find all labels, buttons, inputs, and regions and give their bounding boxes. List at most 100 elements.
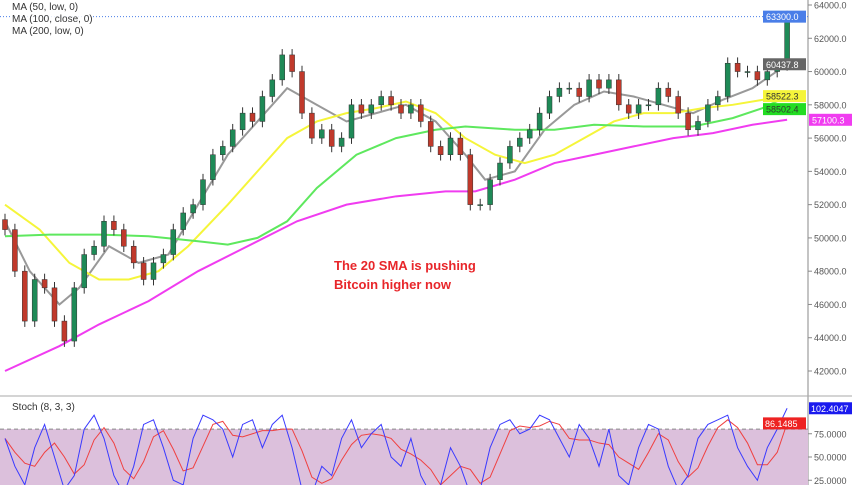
stoch-label: Stoch (8, 3, 3) [12,402,75,413]
candle-down [625,104,632,114]
candle-down [576,87,582,97]
candle-up [150,262,157,280]
candle-up [655,87,662,106]
price-tag-label: 58502.4 [766,105,799,115]
candle-up [259,96,266,122]
candle-up [160,254,167,264]
candle-up [190,204,196,214]
candle-up [338,137,345,147]
candle-up [279,54,285,81]
candle-down [754,71,761,81]
stoch-tag-bg [809,402,852,415]
candle-up [239,112,246,131]
candle-up [269,79,276,97]
price-tick-label: 60000.0 [814,67,847,77]
candle-up [210,154,216,180]
candle-up [546,96,553,114]
candle-down [299,71,305,114]
candle-down [12,229,18,272]
candle-up [220,146,226,155]
candle-up [517,137,523,147]
candle-down [121,229,127,247]
candle-up [408,104,414,114]
candle-down [665,87,672,97]
ma-line-ma-200-low-0- [4,118,788,372]
price-tick-label: 62000.0 [814,34,847,44]
candle-up [606,79,612,89]
candle-down [685,112,691,131]
candle-down [418,104,424,122]
candle-up [724,62,731,97]
price-tag-label: 63300.0 [766,12,799,22]
price-tag-label: 60437.8 [766,60,799,70]
candle-down [2,219,8,230]
price-tag-bg [763,10,806,23]
candle-up [526,129,533,139]
candle-up [695,121,701,131]
price-tick-label: 56000.0 [814,134,847,144]
candle-up [705,104,711,122]
stoch-tag-label: 86.1485 [765,419,798,429]
candle-up [447,137,454,155]
price-tag-bg [763,103,806,116]
candle-up [645,104,652,107]
candle-down [616,79,622,106]
candle-down [140,262,147,280]
price-tag-label: 58522.3 [766,92,799,102]
candle-up [170,229,177,255]
candle-up [378,96,384,106]
legend-ma50: MA (50, low, 0) [12,2,79,14]
candle-up [180,212,186,230]
candle-down [130,245,137,264]
candle-up [348,104,355,139]
candle-up [536,112,543,131]
candle-down [22,270,28,322]
price-tag-bg [809,113,852,126]
candle-down [111,221,117,230]
candle-up [368,104,375,114]
candle-up [586,79,592,97]
stoch-tick-label: 50.0000 [814,453,847,463]
candle-down [398,104,404,114]
price-tag-bg [763,90,806,103]
candle-up [71,287,78,342]
candle-up [477,204,483,206]
candle-down [358,104,365,114]
legend-ma100: MA (100, close, 0) [12,14,93,26]
candle-up [31,279,38,322]
stoch-tag-label: 102.4047 [811,404,849,414]
price-tick-label: 48000.0 [814,267,847,277]
price-tick-label: 50000.0 [814,233,847,243]
candle-up [764,71,771,81]
stoch-k-line [4,408,788,485]
candle-down [427,121,434,147]
price-tick-label: 58000.0 [814,100,847,110]
candle-down [734,62,741,72]
candle-down [388,96,394,106]
price-tag-bg [763,58,806,71]
candle-up [487,179,493,205]
price-tick-label: 64000.0 [814,1,847,11]
candle-down [457,137,464,155]
stoch-tick-label: 75.0000 [814,429,847,439]
candle-up [566,87,573,90]
candle-down [41,279,48,289]
candle-up [556,87,563,97]
ma-line-ma-50-low-0- [4,95,788,281]
stoch-d-line [4,419,788,485]
candle-down [289,54,295,72]
candle-down [675,96,681,114]
candle-up [319,129,325,139]
ma-line-ma-100-close-0- [4,95,788,246]
price-tag-label: 57100.3 [812,115,845,125]
price-tick-label: 52000.0 [814,200,847,210]
candle-up [715,96,721,106]
candle-up [200,179,206,205]
candle-up [635,104,642,114]
candle-up [784,16,790,66]
legend-ma200: MA (200, low, 0) [12,26,84,38]
candle-down [467,154,474,205]
annotation-line-1: The 20 SMA is pushing [334,258,476,273]
